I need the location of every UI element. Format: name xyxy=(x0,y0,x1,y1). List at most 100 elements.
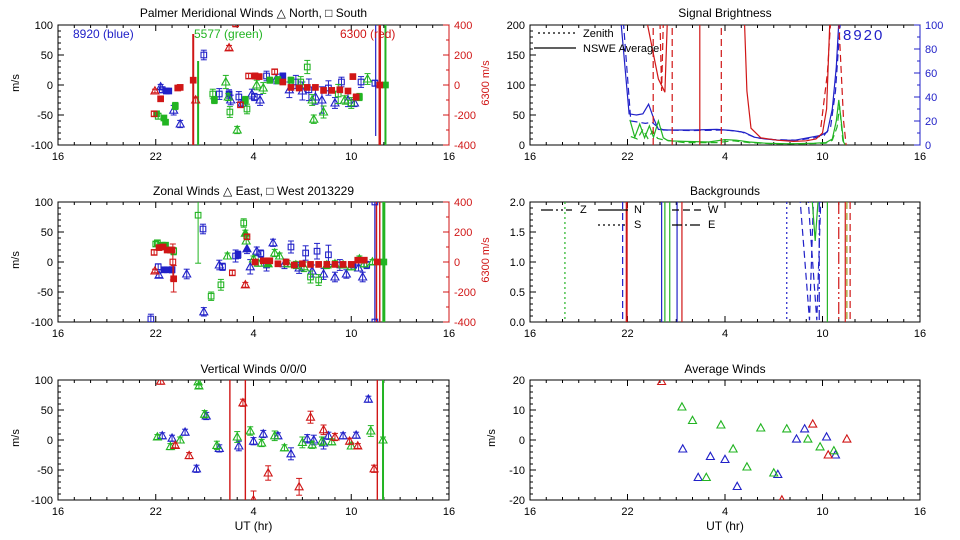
data-point-square xyxy=(211,96,218,104)
data-point-triangle xyxy=(255,94,265,104)
data-point-square xyxy=(315,261,323,268)
data-point-triangle xyxy=(233,440,244,450)
data-point-square xyxy=(243,105,251,113)
panel-title-average: Average Winds xyxy=(684,362,766,376)
y-tick-label: 50 xyxy=(41,227,53,239)
data-point-triangle xyxy=(269,430,280,440)
right-axis-tick-label: 20 xyxy=(925,116,937,128)
y-tick-label: -100 xyxy=(31,140,53,152)
data-point-triangle xyxy=(363,393,374,403)
data-point-triangle xyxy=(310,91,321,101)
data-point-square xyxy=(360,256,368,264)
data-point-square xyxy=(245,72,252,80)
x-tick-label: 4 xyxy=(250,328,256,340)
data-point-triangle xyxy=(728,443,739,453)
x-tick-label: 4 xyxy=(722,506,728,518)
data-point-triangle xyxy=(258,82,269,92)
data-point-triangle xyxy=(316,94,327,104)
data-point-triangle xyxy=(701,472,712,482)
data-point-square xyxy=(162,118,169,126)
data-point-square xyxy=(279,78,287,86)
data-point-triangle xyxy=(323,430,334,440)
data-point-triangle xyxy=(245,261,256,271)
data-point-triangle xyxy=(302,433,313,443)
y-tick-label: -100 xyxy=(31,495,53,507)
data-point-triangle xyxy=(308,113,319,123)
data-point-triangle xyxy=(248,435,259,445)
data-point-triangle xyxy=(175,118,186,128)
data-point-triangle xyxy=(263,467,274,477)
y-tick-label: 100 xyxy=(35,20,53,32)
legend-label-zenith: Zenith xyxy=(583,28,614,40)
data-point-square xyxy=(157,95,164,103)
data-point-triangle xyxy=(232,431,243,441)
data-point-triangle xyxy=(823,449,834,459)
data-point-triangle xyxy=(732,481,743,491)
data-point-square xyxy=(194,211,202,219)
y-tick-label: -50 xyxy=(37,465,53,477)
data-point-square xyxy=(303,84,311,91)
x-tick-label: 16 xyxy=(52,151,64,163)
data-point-triangle xyxy=(687,415,698,425)
x-tick-label: 16 xyxy=(914,328,926,340)
panel-box xyxy=(57,24,450,146)
data-point-triangle xyxy=(677,401,687,411)
data-point-square xyxy=(271,68,279,76)
data-point-triangle xyxy=(193,380,204,390)
data-point-triangle xyxy=(223,91,234,101)
y-tick-label: 0.0 xyxy=(510,317,525,329)
data-point-triangle xyxy=(181,268,192,278)
panel-zonal-winds: 16 22 4 10 16 100 50 0 -50 -100 400 200 0 -200 -400 xyxy=(31,197,476,340)
data-point-square xyxy=(295,84,303,92)
ylabel-meridional: m/s xyxy=(10,74,22,92)
data-point-triangle xyxy=(155,380,166,385)
data-point-triangle xyxy=(175,434,186,444)
data-point-triangle xyxy=(338,430,349,440)
series-line xyxy=(646,25,668,93)
data-point-triangle xyxy=(269,247,280,257)
data-point-triangle xyxy=(307,94,318,104)
x-tick-label: 22 xyxy=(150,328,162,340)
y-tick-label: 100 xyxy=(35,375,53,387)
data-point-square xyxy=(320,87,327,94)
y-tick-label: 150 xyxy=(507,50,525,62)
x-tick-label: 10 xyxy=(345,151,357,163)
legend-label-s: S xyxy=(634,219,642,231)
right-axis-tick-label: 60 xyxy=(925,68,937,80)
y-tick-label: 50 xyxy=(513,110,525,122)
right-axis-tick-label: 200 xyxy=(454,227,472,239)
y-tick-label: -100 xyxy=(31,317,53,329)
data-point-square xyxy=(323,261,331,268)
data-layer xyxy=(656,380,852,500)
series-line xyxy=(623,25,841,141)
right-axis-tick-label: -200 xyxy=(454,287,476,299)
data-point-triangle xyxy=(184,450,195,460)
data-point-triangle xyxy=(755,422,766,432)
y-tick-label: 100 xyxy=(507,80,525,92)
data-point-triangle xyxy=(677,443,688,453)
data-point-square xyxy=(207,292,215,300)
y-tick-label: 0 xyxy=(519,140,525,152)
data-point-triangle xyxy=(841,433,852,443)
data-point-triangle xyxy=(799,423,810,433)
series-line xyxy=(799,202,815,321)
data-point-triangle xyxy=(802,433,813,443)
annotation-5577-green: 5577 (green) xyxy=(194,27,263,41)
data-point-triangle xyxy=(191,463,202,473)
data-point-triangle xyxy=(297,437,308,446)
data-point-square xyxy=(282,258,290,266)
x-tick-label: 16 xyxy=(443,506,455,518)
x-tick-label: 4 xyxy=(250,151,256,163)
data-point-square xyxy=(373,258,381,266)
x-tick-label: 16 xyxy=(914,151,926,163)
data-point-triangle xyxy=(211,440,222,449)
x-tick-label: 4 xyxy=(722,151,728,163)
data-point-triangle xyxy=(180,426,191,436)
data-point-square xyxy=(171,102,179,110)
data-point-square xyxy=(240,219,248,227)
data-point-triangle xyxy=(318,424,329,434)
data-point-square xyxy=(255,73,263,80)
data-point-square xyxy=(170,275,178,283)
data-point-square xyxy=(339,261,347,268)
panel-title-meridional: Palmer Meridional Winds △ North, □ South xyxy=(139,6,368,20)
